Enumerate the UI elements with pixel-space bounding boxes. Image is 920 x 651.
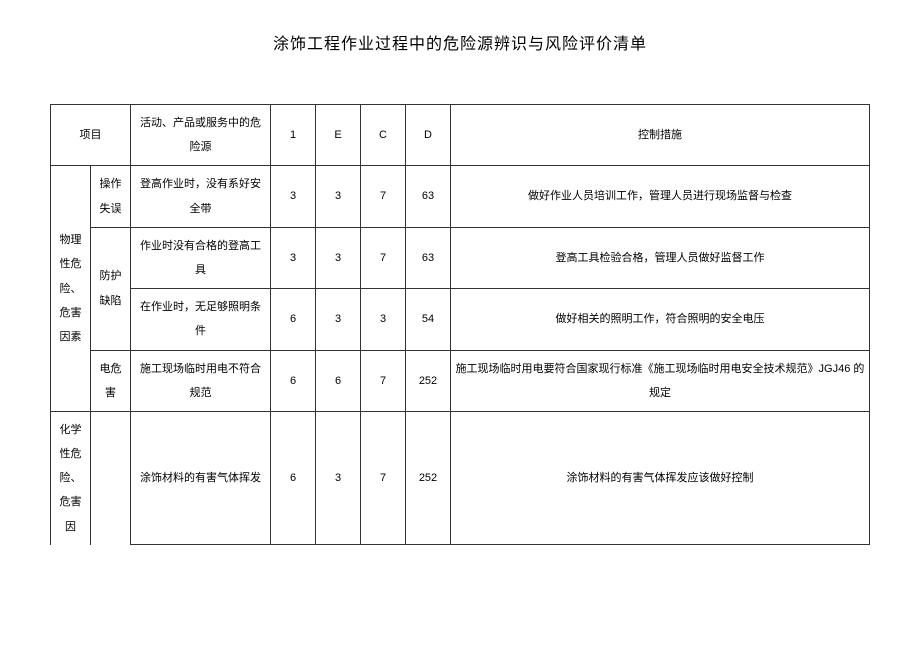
table-row: 电危害 施工现场临时用电不符合规范 6 6 7 252 施工现场临时用电要符合国… <box>51 350 870 411</box>
header-hazard: 活动、产品或服务中的危险源 <box>131 105 271 166</box>
hazard-cell: 作业时没有合格的登高工具 <box>131 227 271 288</box>
table-row: 防护缺陷 作业时没有合格的登高工具 3 3 7 63 登高工具检验合格，管理人员… <box>51 227 870 288</box>
table-row: 物理性危险、危害因素 操作失误 登高作业时，没有系好安全带 3 3 7 63 做… <box>51 166 870 227</box>
control-cell: 做好作业人员培训工作，管理人员进行现场监督与检查 <box>451 166 870 227</box>
val-e: 3 <box>316 166 361 227</box>
subcat-operation: 操作失误 <box>91 166 131 227</box>
header-c: C <box>361 105 406 166</box>
header-1: 1 <box>271 105 316 166</box>
risk-table: 项目 活动、产品或服务中的危险源 1 E C D 控制措施 物理性危险、危害因素… <box>50 104 870 545</box>
val-e: 3 <box>316 411 361 544</box>
table-row: 在作业时，无足够照明条件 6 3 3 54 做好相关的照明工作，符合照明的安全电… <box>51 289 870 350</box>
val-1: 6 <box>271 350 316 411</box>
hazard-cell: 在作业时，无足够照明条件 <box>131 289 271 350</box>
subcat-empty <box>91 411 131 544</box>
subcat-electrical: 电危害 <box>91 350 131 411</box>
val-d: 63 <box>406 166 451 227</box>
val-c: 7 <box>361 166 406 227</box>
val-c: 7 <box>361 227 406 288</box>
hazard-cell: 涂饰材料的有害气体挥发 <box>131 411 271 544</box>
val-c: 7 <box>361 411 406 544</box>
control-cell: 登高工具检验合格，管理人员做好监督工作 <box>451 227 870 288</box>
val-c: 7 <box>361 350 406 411</box>
category-chemical: 化学性危险、危害因 <box>51 411 91 544</box>
val-d: 252 <box>406 411 451 544</box>
control-cell: 做好相关的照明工作，符合照明的安全电压 <box>451 289 870 350</box>
val-e: 3 <box>316 289 361 350</box>
val-1: 3 <box>271 227 316 288</box>
val-d: 54 <box>406 289 451 350</box>
header-d: D <box>406 105 451 166</box>
val-1: 6 <box>271 289 316 350</box>
header-e: E <box>316 105 361 166</box>
val-d: 63 <box>406 227 451 288</box>
header-project: 项目 <box>51 105 131 166</box>
val-d: 252 <box>406 350 451 411</box>
val-c: 3 <box>361 289 406 350</box>
hazard-cell: 施工现场临时用电不符合规范 <box>131 350 271 411</box>
val-1: 6 <box>271 411 316 544</box>
header-row: 项目 活动、产品或服务中的危险源 1 E C D 控制措施 <box>51 105 870 166</box>
control-cell: 涂饰材料的有害气体挥发应该做好控制 <box>451 411 870 544</box>
header-control: 控制措施 <box>451 105 870 166</box>
val-1: 3 <box>271 166 316 227</box>
subcat-protection: 防护缺陷 <box>91 227 131 350</box>
hazard-cell: 登高作业时，没有系好安全带 <box>131 166 271 227</box>
val-e: 6 <box>316 350 361 411</box>
val-e: 3 <box>316 227 361 288</box>
control-cell: 施工现场临时用电要符合国家现行标准《施工现场临时用电安全技术规范》JGJ46 的… <box>451 350 870 411</box>
page-title: 涂饰工程作业过程中的危险源辨识与风险评价清单 <box>50 30 870 54</box>
category-physical: 物理性危险、危害因素 <box>51 166 91 412</box>
table-row: 化学性危险、危害因 涂饰材料的有害气体挥发 6 3 7 252 涂饰材料的有害气… <box>51 411 870 544</box>
